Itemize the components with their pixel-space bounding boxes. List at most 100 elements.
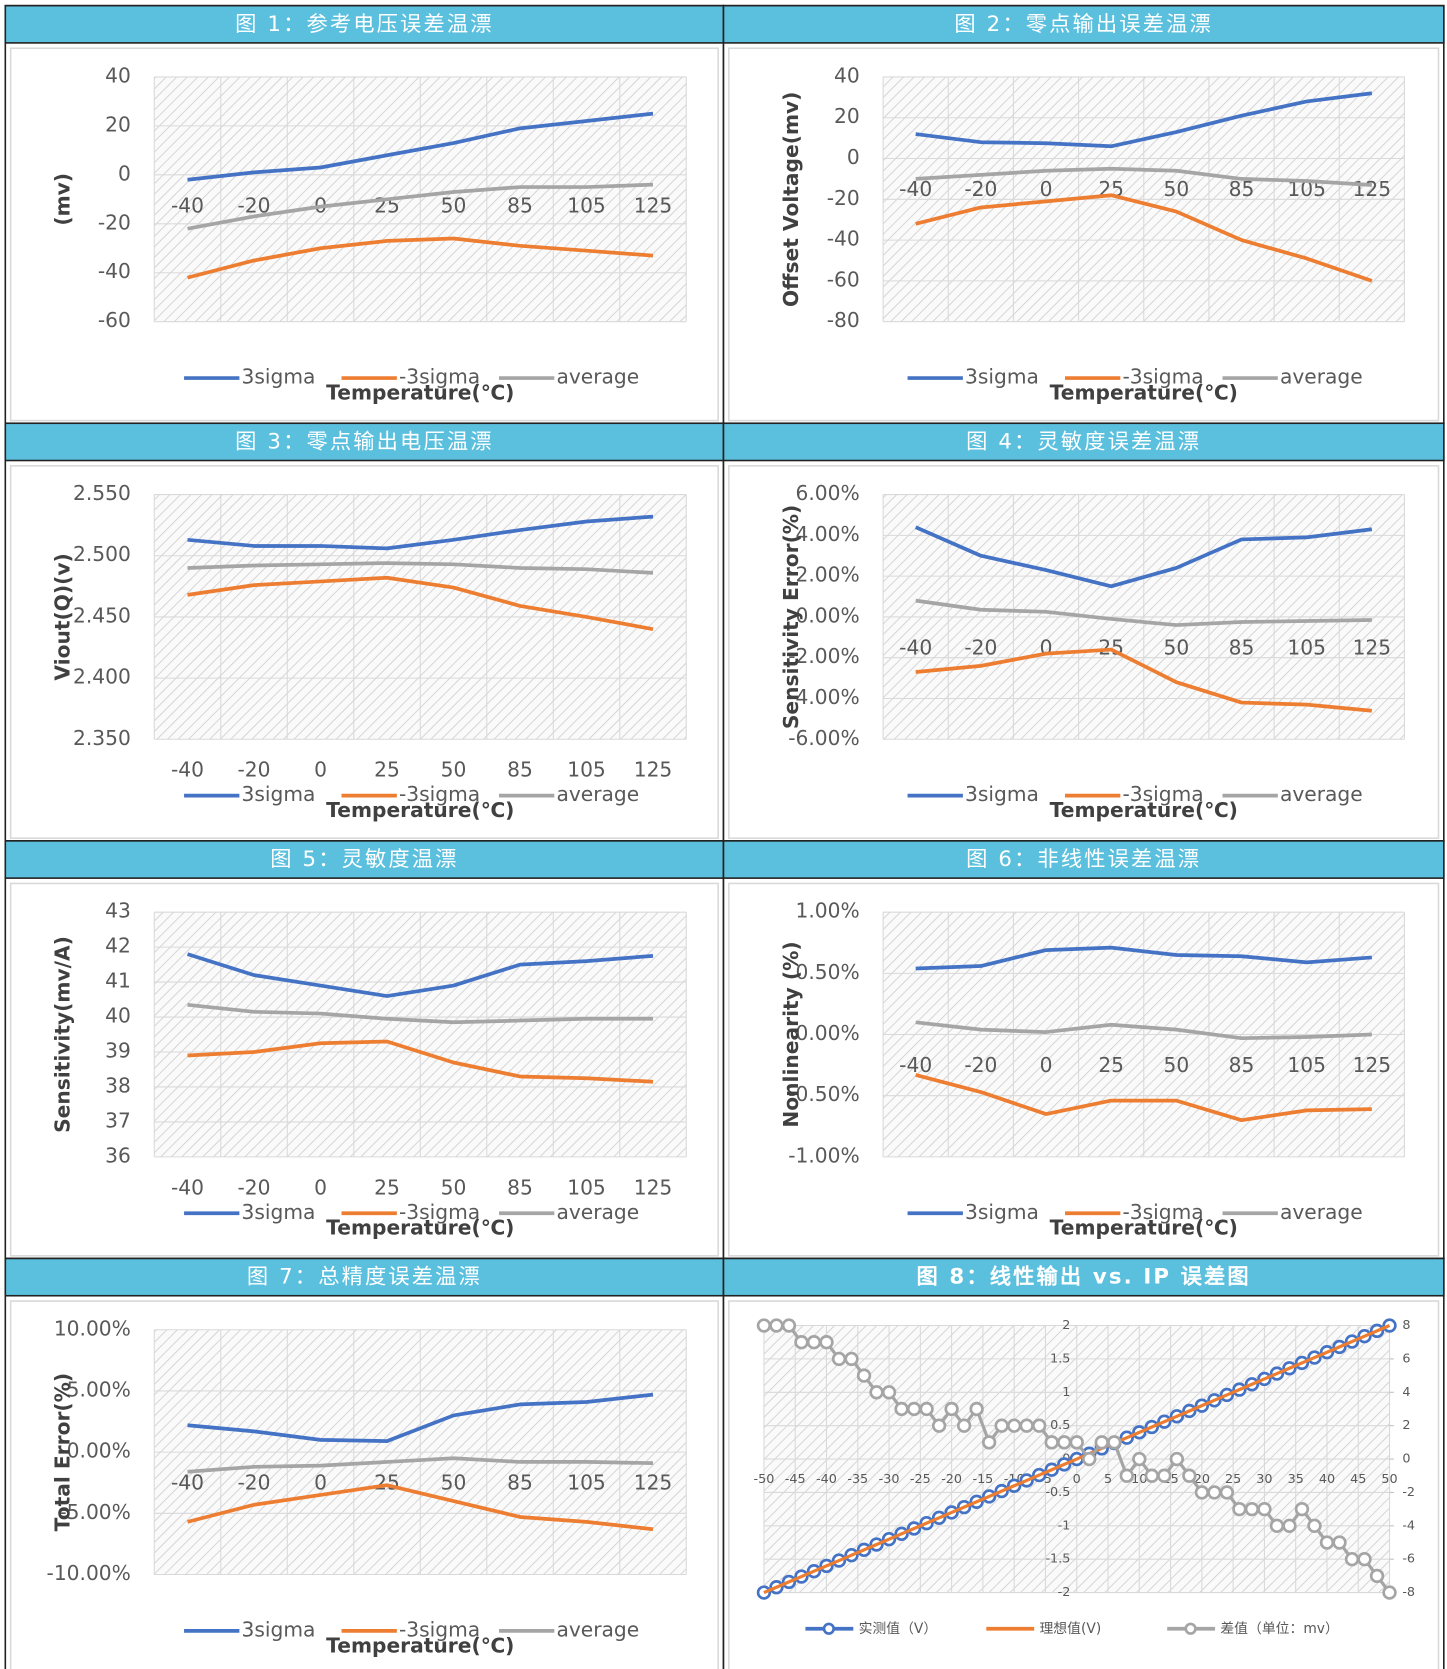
- series-marker: [1144, 1468, 1159, 1483]
- series-marker: [781, 1318, 797, 1333]
- series-marker: [944, 1401, 959, 1417]
- x-tick-label: 105: [1287, 635, 1326, 659]
- series-marker: [1282, 1518, 1297, 1533]
- series-line: [915, 91, 1373, 149]
- series-marker: [831, 1351, 847, 1367]
- x-tick-label: -20: [964, 177, 997, 201]
- y-tick-label: 2.400: [73, 665, 131, 689]
- legend-label: -3sigma: [399, 365, 480, 389]
- y-tick-label: 40: [105, 1004, 131, 1028]
- chart-title: 图 7：总精度误差温漂: [247, 1265, 482, 1290]
- y-tick-label: -20: [827, 186, 860, 210]
- series-line: [187, 1039, 654, 1084]
- y-axis-label: Sensitivity(mv/A): [50, 936, 74, 1133]
- chart-title: 图 5：灵敏度温漂: [270, 847, 458, 872]
- x-tick-label: 85: [507, 193, 533, 217]
- y-axis-label: Sensitivity Error(%): [779, 505, 803, 729]
- y-tick-label: 0: [118, 161, 131, 185]
- series-marker: [1107, 1435, 1122, 1450]
- series-marker: [1032, 1418, 1047, 1433]
- chart-title: 图 4：灵敏度误差温漂: [966, 429, 1201, 454]
- y-tick-label: -2.00%: [788, 644, 859, 668]
- series-marker: [1182, 1468, 1197, 1483]
- legend-label: 差值（单位：mv）: [1220, 1621, 1338, 1637]
- series-line: [915, 1073, 1372, 1123]
- y-tick-label: -1.5: [1045, 1552, 1070, 1567]
- x-axis-label: Temperature(℃): [326, 798, 514, 822]
- y-tick-label: 5.00%: [67, 1377, 131, 1401]
- y-tick-label: -6.00%: [788, 726, 859, 750]
- y-tick-label: -1.00%: [788, 1143, 859, 1167]
- y-axis-label: (mv): [50, 173, 74, 226]
- series-marker: [1006, 1418, 1022, 1433]
- x-tick-label: 105: [567, 1175, 606, 1199]
- series-marker: [956, 1418, 972, 1433]
- x-tick-label: -20: [964, 635, 997, 659]
- x-tick-label: 105: [567, 758, 606, 782]
- y2-tick-label: 4: [1402, 1385, 1410, 1400]
- x-tick-label: 125: [634, 758, 673, 782]
- x-axis-label: Temperature(℃): [326, 381, 514, 405]
- x-tick-label: 25: [374, 758, 400, 782]
- series-marker: [1369, 1568, 1385, 1584]
- y-tick-label: 0.5: [1050, 1418, 1070, 1433]
- series-marker: [1294, 1501, 1310, 1517]
- y-tick-label: -5.00%: [59, 1500, 130, 1524]
- series-line: [187, 1483, 654, 1532]
- series-marker: [919, 1401, 934, 1417]
- y-axis-label: Offset Voltage(mv): [779, 92, 803, 307]
- legend-label: 3sigma: [965, 782, 1039, 806]
- y2-tick-label: 6: [1402, 1351, 1410, 1366]
- series-marker: [769, 1318, 784, 1333]
- series-line: [187, 575, 654, 631]
- y-tick-label: 1: [1062, 1385, 1070, 1400]
- legend-label: average: [1280, 365, 1363, 389]
- y-tick-label: 10.00%: [54, 1316, 131, 1340]
- legend-label: average: [556, 365, 639, 389]
- series-marker: [806, 1335, 822, 1350]
- x-tick-label: -25: [910, 1472, 931, 1487]
- x-tick-label: 10: [1131, 1472, 1147, 1487]
- series-marker: [1119, 1468, 1134, 1483]
- x-tick-label: 105: [567, 1471, 606, 1495]
- x-tick-label: 85: [507, 1175, 533, 1199]
- x-tick-label: 85: [1229, 635, 1255, 659]
- y-tick-label: -1: [1058, 1518, 1071, 1533]
- y-tick-label: 37: [105, 1108, 131, 1132]
- x-tick-label: 50: [1163, 177, 1189, 201]
- x-tick-label: 40: [1319, 1472, 1335, 1487]
- y-tick-label: -80: [827, 308, 860, 332]
- x-tick-label: -40: [171, 1471, 204, 1495]
- x-axis-label: Temperature(℃): [1050, 798, 1238, 822]
- y-tick-label: -20: [98, 210, 131, 234]
- x-tick-label: -40: [899, 635, 932, 659]
- series-marker: [994, 1418, 1009, 1433]
- series-line: [187, 1002, 654, 1025]
- y-tick-label: 40: [105, 63, 131, 87]
- x-tick-label: 0: [1073, 1472, 1081, 1487]
- y-tick-label: 41: [105, 969, 131, 993]
- series-marker: [819, 1335, 834, 1350]
- series-line: [915, 1020, 1372, 1041]
- y-tick-label: 2.450: [73, 603, 131, 627]
- x-tick-label: 125: [1353, 1053, 1392, 1077]
- header-bar: [722, 422, 1445, 462]
- x-tick-label: -40: [171, 758, 204, 782]
- y-tick-label: 0.00%: [796, 1021, 860, 1045]
- header-bar: [722, 1257, 1445, 1297]
- y-tick-label: 2.500: [73, 542, 131, 566]
- x-tick-label: -20: [941, 1472, 962, 1487]
- y-tick-label: -0.5: [1045, 1485, 1070, 1500]
- y-tick-label: 2.00%: [796, 563, 860, 587]
- x-tick-label: -20: [238, 193, 271, 217]
- x-tick-label: 125: [1353, 177, 1392, 201]
- series-marker: [969, 1401, 984, 1417]
- x-tick-label: 0: [314, 1471, 327, 1495]
- series-marker: [1219, 1485, 1235, 1500]
- legend-label: 3sigma: [242, 1200, 316, 1224]
- x-tick-label: 25: [1098, 1053, 1124, 1077]
- series-marker: [1044, 1435, 1059, 1450]
- series-line: [915, 166, 1372, 187]
- series-line: [914, 525, 1373, 589]
- series-marker: [931, 1418, 947, 1433]
